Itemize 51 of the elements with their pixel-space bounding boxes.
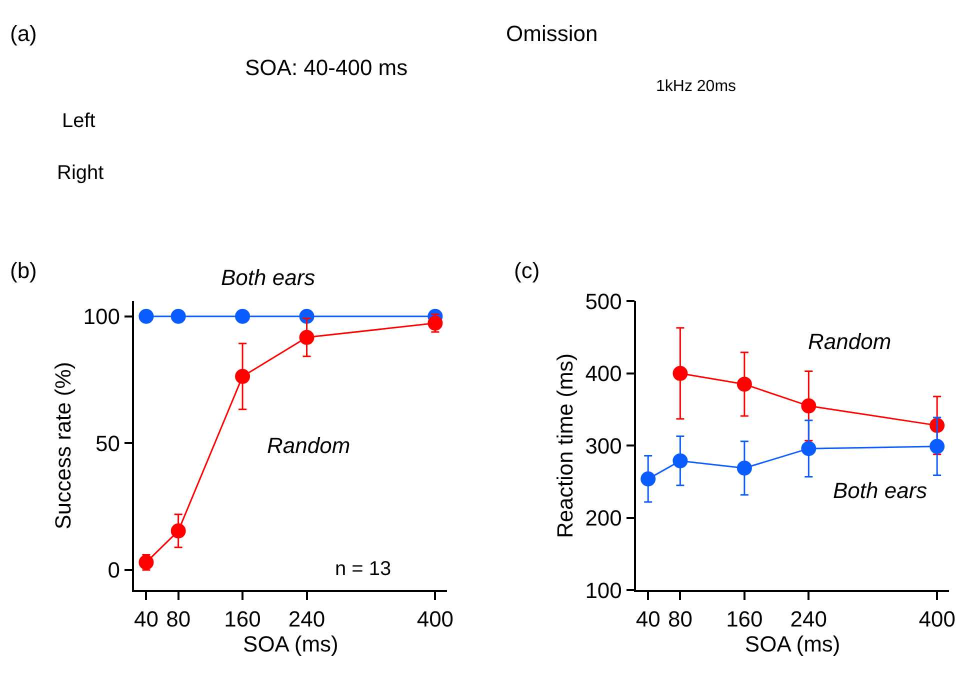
- series-label: Both ears: [833, 478, 928, 503]
- text: Omission: [506, 21, 598, 46]
- point: [801, 398, 816, 414]
- x-tick-label: 40: [636, 606, 660, 632]
- text: Right: [57, 162, 104, 184]
- x-tick-label: 160: [224, 606, 261, 632]
- x-tick-label: 240: [790, 606, 828, 632]
- x-tick-label: 400: [416, 606, 454, 632]
- point: [170, 308, 186, 324]
- point: [428, 316, 443, 331]
- point: [299, 330, 314, 345]
- y-tick-label: 0: [108, 558, 120, 583]
- text: SOA: 40-400 ms: [245, 55, 408, 80]
- x-axis-title: SOA (ms): [243, 631, 338, 656]
- x-tick-label: 80: [668, 606, 692, 632]
- point: [672, 366, 688, 381]
- x-tick-label: 240: [288, 606, 326, 632]
- point: [138, 554, 154, 570]
- text: (a): [10, 21, 37, 46]
- annotation: n = 13: [335, 558, 392, 580]
- point: [736, 460, 752, 476]
- chart-title: (b): [10, 258, 37, 283]
- y-axis-title: Success rate (%): [50, 362, 76, 530]
- x-tick-label: 40: [134, 606, 158, 632]
- point: [672, 453, 688, 468]
- point: [235, 308, 250, 324]
- point: [235, 368, 250, 384]
- x-tick-label: 160: [726, 606, 763, 632]
- point: [736, 376, 752, 392]
- y-tick-label: 50: [96, 430, 120, 456]
- y-tick-label: 100: [83, 304, 120, 330]
- y-tick-label: 100: [585, 578, 622, 603]
- y-tick-label: 500: [585, 288, 622, 314]
- text: Left: [62, 110, 96, 132]
- x-tick-label: 400: [918, 606, 956, 632]
- x-axis-title: SOA (ms): [744, 631, 840, 656]
- text: 1kHz 20ms: [656, 78, 736, 95]
- point: [170, 523, 186, 538]
- point: [138, 308, 154, 324]
- point: [930, 438, 945, 454]
- point: [801, 441, 816, 456]
- y-tick-label: 300: [585, 433, 622, 458]
- text: Random: [808, 329, 892, 354]
- y-axis-title: Reaction time (ms): [552, 353, 578, 538]
- series-label: Both ears: [221, 265, 316, 290]
- point: [640, 471, 656, 486]
- x-tick-label: 80: [166, 606, 191, 632]
- text: Random: [267, 433, 350, 458]
- chart-title: (c): [514, 258, 540, 283]
- y-tick-label: 200: [585, 506, 622, 531]
- y-tick-label: 400: [585, 361, 622, 386]
